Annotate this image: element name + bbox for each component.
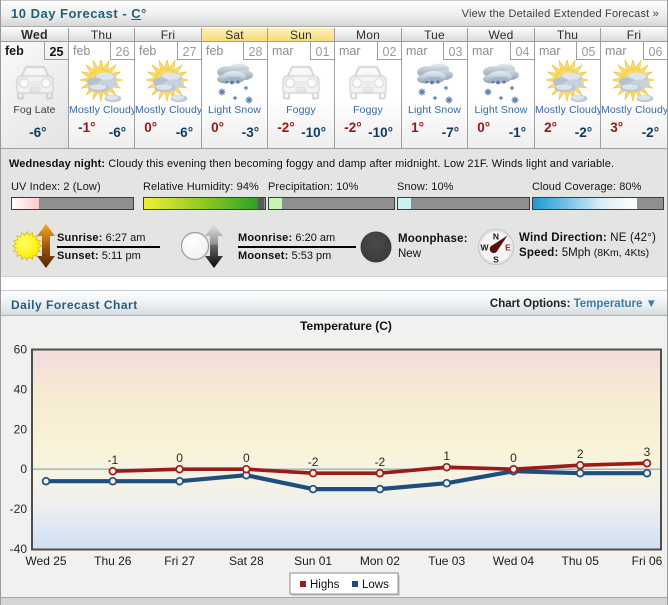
- svg-text:E: E: [505, 243, 511, 253]
- svg-text:-2: -2: [308, 455, 319, 469]
- svg-text:-1: -1: [107, 453, 118, 467]
- svg-text:Fri 27: Fri 27: [164, 554, 195, 568]
- svg-text:-2: -2: [375, 455, 386, 469]
- svg-text:Sun 01: Sun 01: [294, 554, 332, 568]
- svg-text:Thu 05: Thu 05: [562, 554, 600, 568]
- svg-text:Wed 25: Wed 25: [25, 554, 66, 568]
- svg-text:W: W: [480, 243, 489, 253]
- svg-text:0: 0: [243, 451, 250, 465]
- svg-text:Highs: Highs: [310, 579, 340, 591]
- svg-text:Mon 02: Mon 02: [360, 554, 400, 568]
- svg-text:N: N: [493, 232, 499, 242]
- svg-text:0: 0: [510, 451, 517, 465]
- svg-text:0: 0: [20, 462, 27, 476]
- svg-text:3: 3: [644, 445, 651, 459]
- svg-text:2: 2: [577, 447, 584, 461]
- svg-text:60: 60: [14, 343, 28, 357]
- svg-text:Thu 26: Thu 26: [94, 554, 132, 568]
- svg-text:Wed 04: Wed 04: [493, 554, 534, 568]
- svg-text:S: S: [493, 255, 499, 265]
- svg-text:0: 0: [176, 451, 183, 465]
- svg-text:Temperature (C): Temperature (C): [300, 319, 392, 333]
- svg-text:-20: -20: [10, 502, 28, 516]
- svg-text:1: 1: [443, 449, 450, 463]
- svg-text:-40: -40: [10, 542, 28, 556]
- svg-text:Tue 03: Tue 03: [428, 554, 465, 568]
- svg-text:Sat 28: Sat 28: [229, 554, 264, 568]
- svg-text:Lows: Lows: [362, 579, 389, 591]
- svg-text:40: 40: [14, 382, 28, 396]
- svg-text:20: 20: [14, 422, 28, 436]
- svg-text:Fri 06: Fri 06: [632, 554, 663, 568]
